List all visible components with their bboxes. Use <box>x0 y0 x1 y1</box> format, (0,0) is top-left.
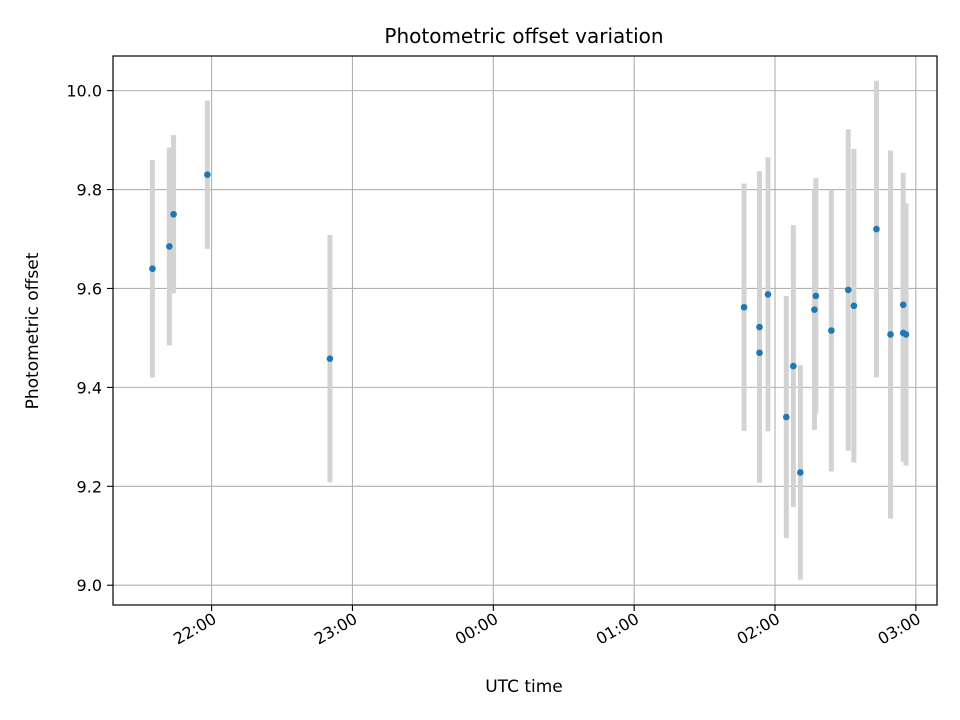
data-point <box>326 355 334 362</box>
y-tick-label: 9.4 <box>77 378 102 397</box>
plot-frame <box>112 55 938 606</box>
y-tick-label: 9.2 <box>77 477 102 496</box>
y-tick-label: 10.0 <box>66 82 102 101</box>
data-point <box>844 286 852 294</box>
data-point <box>899 301 907 309</box>
data-point <box>149 265 156 272</box>
data-point <box>797 469 804 476</box>
grid <box>113 56 937 605</box>
data-point <box>812 292 820 300</box>
data-point <box>850 302 858 310</box>
data-point <box>828 327 835 334</box>
y-tick-label: 9.0 <box>77 576 102 595</box>
x-axis-label: UTC time <box>485 677 563 697</box>
chart-title: Photometric offset variation <box>384 24 663 48</box>
data-point <box>902 331 910 338</box>
data-point <box>873 225 880 233</box>
data-point <box>204 171 211 179</box>
data-point <box>790 362 797 370</box>
data-point <box>756 323 763 331</box>
y-tick-label: 9.6 <box>77 279 102 298</box>
data-point <box>811 306 818 314</box>
data-point <box>756 349 763 357</box>
data-point <box>764 291 772 298</box>
data-point <box>740 303 748 311</box>
y-tick-label: 9.8 <box>77 181 102 200</box>
data-points <box>149 171 910 476</box>
data-point <box>166 243 173 250</box>
y-axis-ticks: 9.0 9.2 9.4 9.6 9.8 10.0 <box>66 82 113 595</box>
data-point <box>170 210 177 218</box>
data-point <box>887 331 894 338</box>
data-point <box>782 413 790 421</box>
y-axis-label: Photometric offset <box>23 252 43 409</box>
